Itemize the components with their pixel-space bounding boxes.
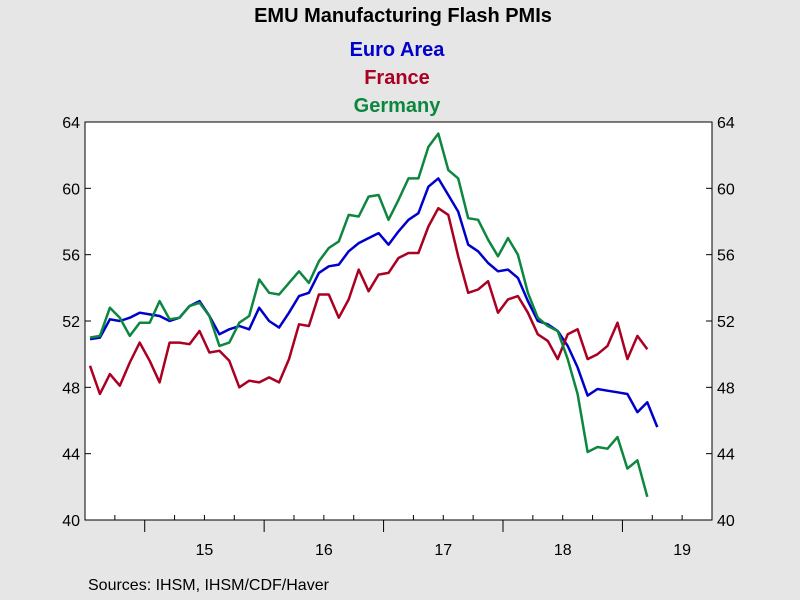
y-tick-label: 64 (62, 115, 80, 132)
legend: Euro Area France Germany (350, 39, 446, 117)
y-tick-label: 52 (62, 314, 80, 331)
y-tick-label: 56 (717, 248, 735, 265)
x-tick-label: 15 (196, 542, 214, 559)
x-tick-label: 16 (315, 542, 333, 559)
plot-area (84, 121, 713, 521)
y-tick-label: 60 (717, 181, 735, 198)
y-tick-label: 52 (717, 314, 735, 331)
y-tick-label: 64 (717, 115, 735, 132)
y-axis-right: 40 44 48 52 56 60 64 (706, 115, 735, 530)
y-tick-label: 44 (717, 447, 735, 464)
series-line-france (88, 206, 649, 396)
x-axis: 15 16 17 18 19 (84, 515, 713, 559)
y-tick-label: 40 (62, 513, 80, 530)
legend-item: Euro Area (350, 39, 446, 61)
chart-title: EMU Manufacturing Flash PMIs (254, 5, 552, 27)
legend-item: France (364, 67, 430, 89)
series-line-germany (89, 132, 649, 498)
y-axis-left: 40 44 48 52 56 60 64 (62, 115, 91, 530)
x-tick-label: 18 (554, 542, 572, 559)
y-tick-label: 48 (717, 380, 735, 397)
y-tick-label: 40 (717, 513, 735, 530)
y-tick-label: 44 (62, 447, 80, 464)
legend-item: Germany (354, 95, 442, 117)
x-tick-label: 19 (673, 542, 691, 559)
x-tick-label: 17 (434, 542, 452, 559)
y-tick-label: 60 (62, 181, 80, 198)
y-tick-label: 48 (62, 380, 80, 397)
source-note: Sources: IHSM, IHSM/CDF/Haver (88, 577, 329, 594)
y-tick-label: 56 (62, 248, 80, 265)
series-group (88, 132, 659, 498)
